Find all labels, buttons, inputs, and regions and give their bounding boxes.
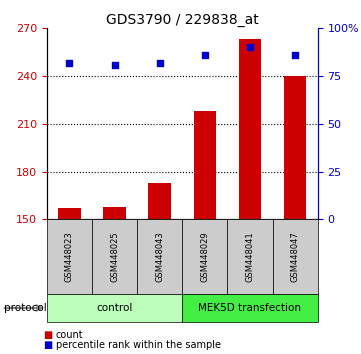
Bar (182, 294, 318, 322)
Text: GSM448047: GSM448047 (291, 231, 300, 282)
Bar (92, 219, 137, 294)
Text: ■: ■ (43, 330, 53, 339)
Bar (182, 219, 227, 294)
Text: GSM448043: GSM448043 (155, 231, 164, 282)
Point (112, 62, 118, 68)
Bar (284, 76, 306, 219)
Text: MEK5D transfection: MEK5D transfection (199, 303, 301, 313)
Text: percentile rank within the sample: percentile rank within the sample (56, 340, 221, 350)
Point (247, 45, 253, 50)
Text: control: control (96, 303, 133, 313)
Text: protocol: protocol (4, 303, 46, 313)
Bar (227, 219, 273, 294)
Text: count: count (56, 330, 84, 339)
Bar (58, 208, 81, 219)
Point (202, 52, 208, 58)
Bar (47, 294, 182, 322)
Bar (239, 40, 261, 219)
Bar (193, 111, 216, 219)
Point (157, 60, 162, 65)
Text: GSM448025: GSM448025 (110, 231, 119, 282)
Title: GDS3790 / 229838_at: GDS3790 / 229838_at (106, 13, 259, 27)
Bar (47, 219, 92, 294)
Bar (137, 219, 182, 294)
Text: ■: ■ (43, 340, 53, 350)
Bar (148, 183, 171, 219)
Point (292, 52, 298, 58)
Text: GSM448029: GSM448029 (200, 231, 209, 282)
Bar (103, 207, 126, 219)
Bar (273, 219, 318, 294)
Point (67, 60, 73, 65)
Text: GSM448041: GSM448041 (245, 231, 255, 282)
Text: GSM448023: GSM448023 (65, 231, 74, 282)
